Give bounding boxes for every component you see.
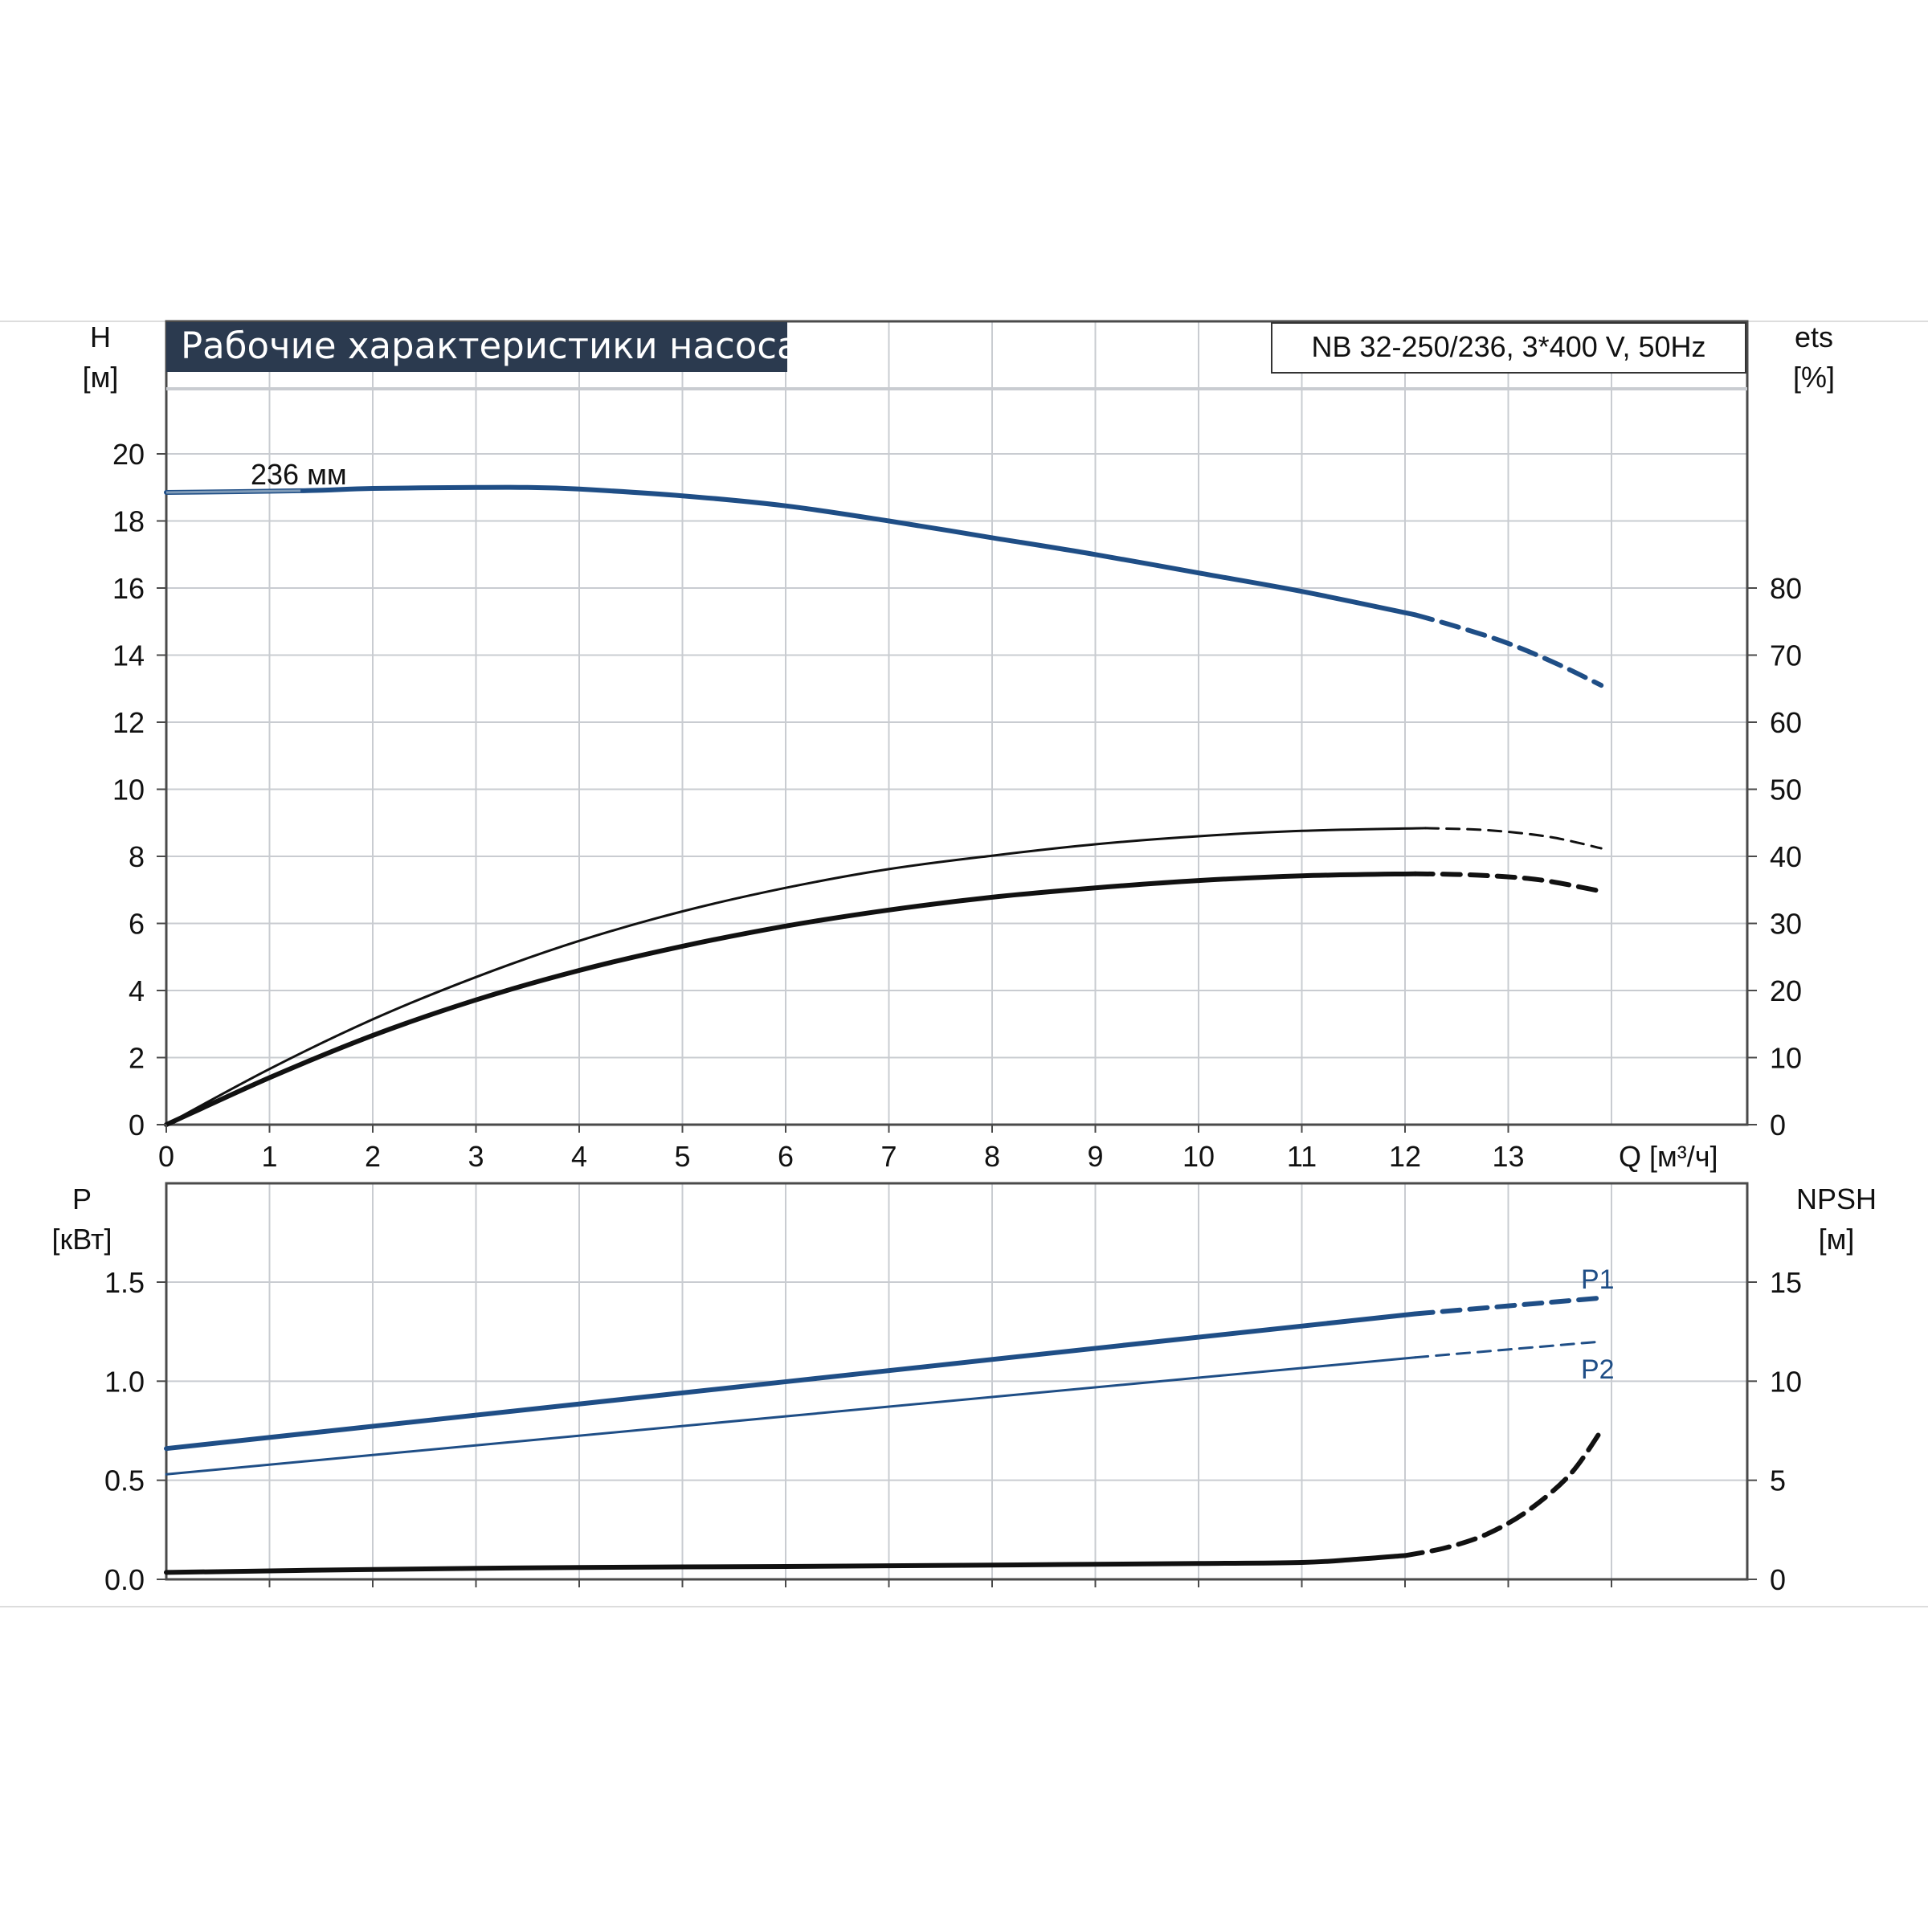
efficiency-tick-label: 20 (1770, 974, 1802, 1007)
model-label: NB 32-250/236, 3*400 V, 50Hz (1311, 330, 1705, 363)
top-series-1-dashed (1412, 612, 1604, 688)
model-label-box (1271, 322, 1746, 374)
x-tick-label: 2 (365, 1140, 381, 1173)
head-tick-label: 8 (129, 840, 145, 873)
x-tick-label: 10 (1183, 1140, 1215, 1173)
power-axis-unit: [кВт] (51, 1223, 112, 1256)
power-tick-label: 1.0 (104, 1365, 145, 1398)
x-tick-label: 13 (1492, 1140, 1524, 1173)
npsh-tick-label: 5 (1770, 1464, 1786, 1497)
head-tick-label: 14 (112, 639, 145, 672)
top-series-2-solid (165, 827, 1428, 1126)
power-tick-label: 1.5 (104, 1266, 145, 1299)
efficiency-tick-label: 10 (1770, 1042, 1802, 1075)
head-curve-lead-in (165, 489, 301, 494)
head-tick-label: 10 (112, 774, 145, 807)
head-axis-label: H (90, 321, 111, 353)
p2-label: P2 (1581, 1354, 1615, 1385)
efficiency-tick-label: 60 (1770, 706, 1802, 739)
impeller-diameter-label: 236 мм (251, 458, 347, 491)
efficiency-tick-label: 70 (1770, 639, 1802, 672)
head-tick-label: 18 (112, 505, 145, 538)
power-tick-label: 0.5 (104, 1464, 145, 1497)
head-tick-label: 12 (112, 706, 145, 739)
bottom-series-3-dashed (1414, 1340, 1603, 1359)
npsh-axis-label: NPSH (1796, 1182, 1877, 1215)
x-tick-label: 4 (571, 1140, 587, 1173)
x-tick-label: 9 (1087, 1140, 1103, 1173)
x-tick-label: 1 (261, 1140, 277, 1173)
x-tick-label: 12 (1389, 1140, 1421, 1173)
top-series-4-solid (164, 871, 1418, 1127)
bottom-series-2-solid (165, 1356, 1417, 1476)
chart-title: Рабочие характеристики насоса (181, 325, 799, 367)
power-tick-label: 0.0 (104, 1563, 145, 1596)
top-series-5-dashed (1412, 871, 1604, 894)
efficiency-tick-label: 30 (1770, 908, 1802, 941)
head-tick-label: 20 (112, 438, 145, 471)
npsh-tick-label: 15 (1770, 1266, 1802, 1299)
top-panel-grid (166, 321, 1747, 1125)
npsh-axis-unit: [м] (1819, 1223, 1855, 1256)
head-tick-label: 2 (129, 1042, 145, 1075)
top-series-0-solid (164, 484, 1418, 618)
top-panel-tick-labels: 0 1 2 3 4 5 6 7 8 9 10 11 12 130246810121416182001020… (112, 438, 1802, 1173)
head-tick-label: 6 (129, 908, 145, 941)
x-tick-label: 6 (778, 1140, 794, 1173)
efficiency-tick-label: 40 (1770, 840, 1802, 873)
x-tick-label: 7 (880, 1140, 897, 1173)
npsh-tick-label: 0 (1770, 1563, 1786, 1596)
x-tick-label: 0 (158, 1140, 174, 1173)
efficiency-tick-label: 50 (1770, 774, 1802, 807)
bottom-panel-tick-labels: 0.0 0.5 1.0 1.5 0 5 10 15 (104, 1266, 1802, 1596)
bottom-series-0-solid (164, 1311, 1418, 1452)
efficiency-axis-label: ets (1795, 321, 1833, 353)
x-tick-label: 3 (468, 1140, 484, 1173)
top-series-3-dashed (1424, 827, 1603, 850)
head-tick-label: 16 (112, 572, 145, 605)
efficiency-tick-label: 80 (1770, 572, 1802, 605)
bottom-series-1-dashed (1412, 1295, 1604, 1317)
efficiency-axis-unit: [%] (1793, 361, 1835, 394)
head-tick-label: 0 (129, 1109, 145, 1142)
p1-label: P1 (1581, 1264, 1615, 1295)
bottom-series-5-dashed (1403, 1428, 1604, 1558)
power-axis-label: P (72, 1182, 92, 1215)
title-box (166, 322, 787, 372)
efficiency-tick-label: 0 (1770, 1109, 1786, 1142)
bottom-series-4-solid (164, 1553, 1407, 1575)
x-tick-label: 8 (984, 1140, 1000, 1173)
top-panel-curves (164, 484, 1604, 1127)
npsh-tick-label: 10 (1770, 1365, 1802, 1398)
flow-axis-label: Q [м³/ч] (1619, 1140, 1718, 1173)
x-tick-label: 5 (674, 1140, 690, 1173)
x-tick-label: 11 (1287, 1140, 1317, 1173)
bottom-panel-curves (164, 1295, 1604, 1575)
head-axis-unit: [м] (83, 361, 119, 394)
head-tick-label: 4 (129, 974, 145, 1007)
